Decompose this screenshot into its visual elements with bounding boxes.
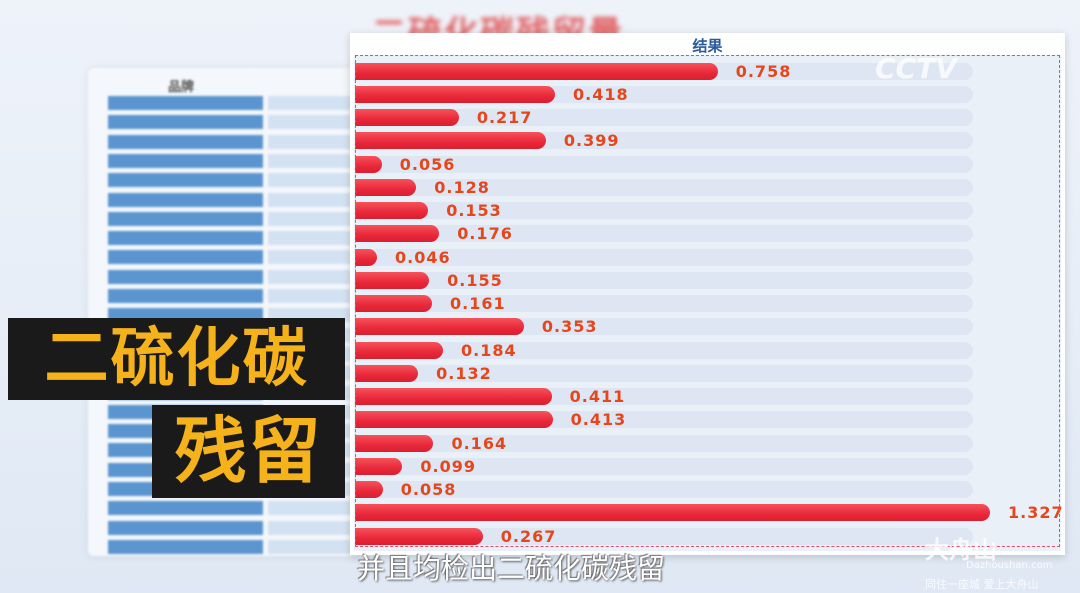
bar-value-label: 0.099 <box>420 456 476 476</box>
bar-value-label: 0.418 <box>573 84 629 104</box>
background-table-value-cell <box>268 192 368 207</box>
background-table-value-cell <box>268 211 368 226</box>
bar <box>355 434 434 452</box>
bar-value-label: 0.058 <box>400 480 457 499</box>
background-table-value-cell <box>268 115 368 130</box>
background-table-value-cell <box>268 269 368 284</box>
background-table-brand-cell <box>108 96 263 110</box>
bar <box>355 295 433 312</box>
subtitle: 并且均检出二硫化碳残留 <box>357 552 666 585</box>
background-table-brand-cell <box>108 153 263 168</box>
bar-value-label: 0.153 <box>446 201 502 220</box>
background-table-value-cell <box>268 173 368 188</box>
overlay-caption-line2: 残留 <box>152 405 345 498</box>
cctv-logo: CCTV <box>875 52 957 85</box>
background-table-value-cell <box>268 96 368 110</box>
bar-track <box>355 178 973 196</box>
bar-track <box>355 202 973 219</box>
background-table-value-cell <box>268 520 368 535</box>
bar-value-label: 0.184 <box>461 340 517 360</box>
bar <box>355 527 483 545</box>
bar-value-label: 0.758 <box>735 61 792 81</box>
bar <box>355 388 552 405</box>
background-table-value-cell <box>268 289 368 303</box>
bar-track <box>355 295 973 312</box>
bar-track <box>355 527 973 545</box>
bar <box>355 364 419 382</box>
bar-value-label: 0.132 <box>436 363 492 383</box>
bar <box>355 109 459 126</box>
bar-track <box>355 364 973 382</box>
bar <box>355 341 444 359</box>
bar <box>355 225 440 243</box>
bar-track <box>355 457 973 475</box>
background-table-value-cell <box>268 250 368 265</box>
table-header-brand: 品牌 <box>168 80 195 95</box>
bar <box>355 132 546 150</box>
site-url-watermark: Dazhoushan.com <box>966 560 1053 571</box>
bar-value-label: 0.413 <box>570 410 627 430</box>
bar <box>355 481 383 498</box>
bar-track <box>355 341 973 359</box>
site-slogan-watermark: 同住一座城 爱上大舟山 <box>925 578 1039 591</box>
bar <box>355 62 718 80</box>
bar-value-label: 0.046 <box>395 247 451 267</box>
background-table-brand-cell <box>108 115 263 130</box>
bar <box>355 457 403 475</box>
bar-track <box>355 155 973 173</box>
bar <box>355 178 417 196</box>
bar-value-label: 0.217 <box>476 108 533 127</box>
bar-value-label: 1.327 <box>1008 503 1064 523</box>
bar-track <box>355 434 973 452</box>
bar-track <box>355 225 973 243</box>
bar-value-label: 0.411 <box>569 387 626 406</box>
background-table-value-cell <box>268 134 368 149</box>
background-table-value-cell <box>268 231 368 246</box>
bar-value-label: 0.056 <box>399 154 456 174</box>
background-table-brand-cell <box>108 173 263 188</box>
bar-value-label: 0.161 <box>450 294 506 313</box>
background-table-brand-cell <box>108 501 263 516</box>
background-table-brand-cell <box>108 539 263 554</box>
background-table-brand-cell <box>108 134 263 149</box>
background-table-value-cell <box>268 501 368 516</box>
bar-track <box>355 109 973 126</box>
bar <box>355 248 377 266</box>
bar <box>355 411 553 429</box>
bar-track <box>355 481 973 498</box>
bar-value-label: 0.176 <box>457 224 513 244</box>
bar <box>355 504 990 522</box>
background-table-brand-cell <box>108 520 263 535</box>
bar-value-label: 0.353 <box>541 317 598 337</box>
bar <box>355 155 382 173</box>
background-table-brand-cell <box>108 231 263 246</box>
bar <box>355 318 524 336</box>
site-watermark: 大舟山 <box>925 536 997 564</box>
bar-track <box>355 248 973 266</box>
overlay-caption-line1: 二硫化碳 <box>8 318 345 400</box>
bar <box>355 85 556 103</box>
bar <box>355 271 430 289</box>
background-table-brand-cell <box>108 250 263 265</box>
background-table-brand-cell <box>108 269 263 284</box>
background-table-value-cell <box>268 153 368 168</box>
bar <box>355 202 429 219</box>
bar-value-label: 0.128 <box>434 177 490 197</box>
bar-track <box>355 271 973 289</box>
chart-title: 结果 <box>692 37 723 55</box>
background-table-brand-cell <box>108 289 263 303</box>
bar-value-label: 0.399 <box>563 131 620 151</box>
bar-value-label: 0.164 <box>451 433 508 453</box>
background-table-value-cell <box>268 539 368 554</box>
bar-value-label: 0.155 <box>447 270 503 290</box>
background-table-brand-cell <box>108 211 263 226</box>
bar-value-label: 0.267 <box>500 526 557 546</box>
background-table-brand-cell <box>108 192 263 207</box>
